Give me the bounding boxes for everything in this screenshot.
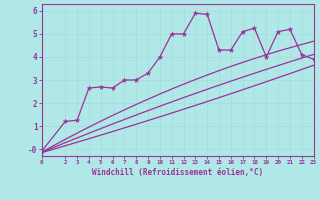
X-axis label: Windchill (Refroidissement éolien,°C): Windchill (Refroidissement éolien,°C) [92,168,263,177]
